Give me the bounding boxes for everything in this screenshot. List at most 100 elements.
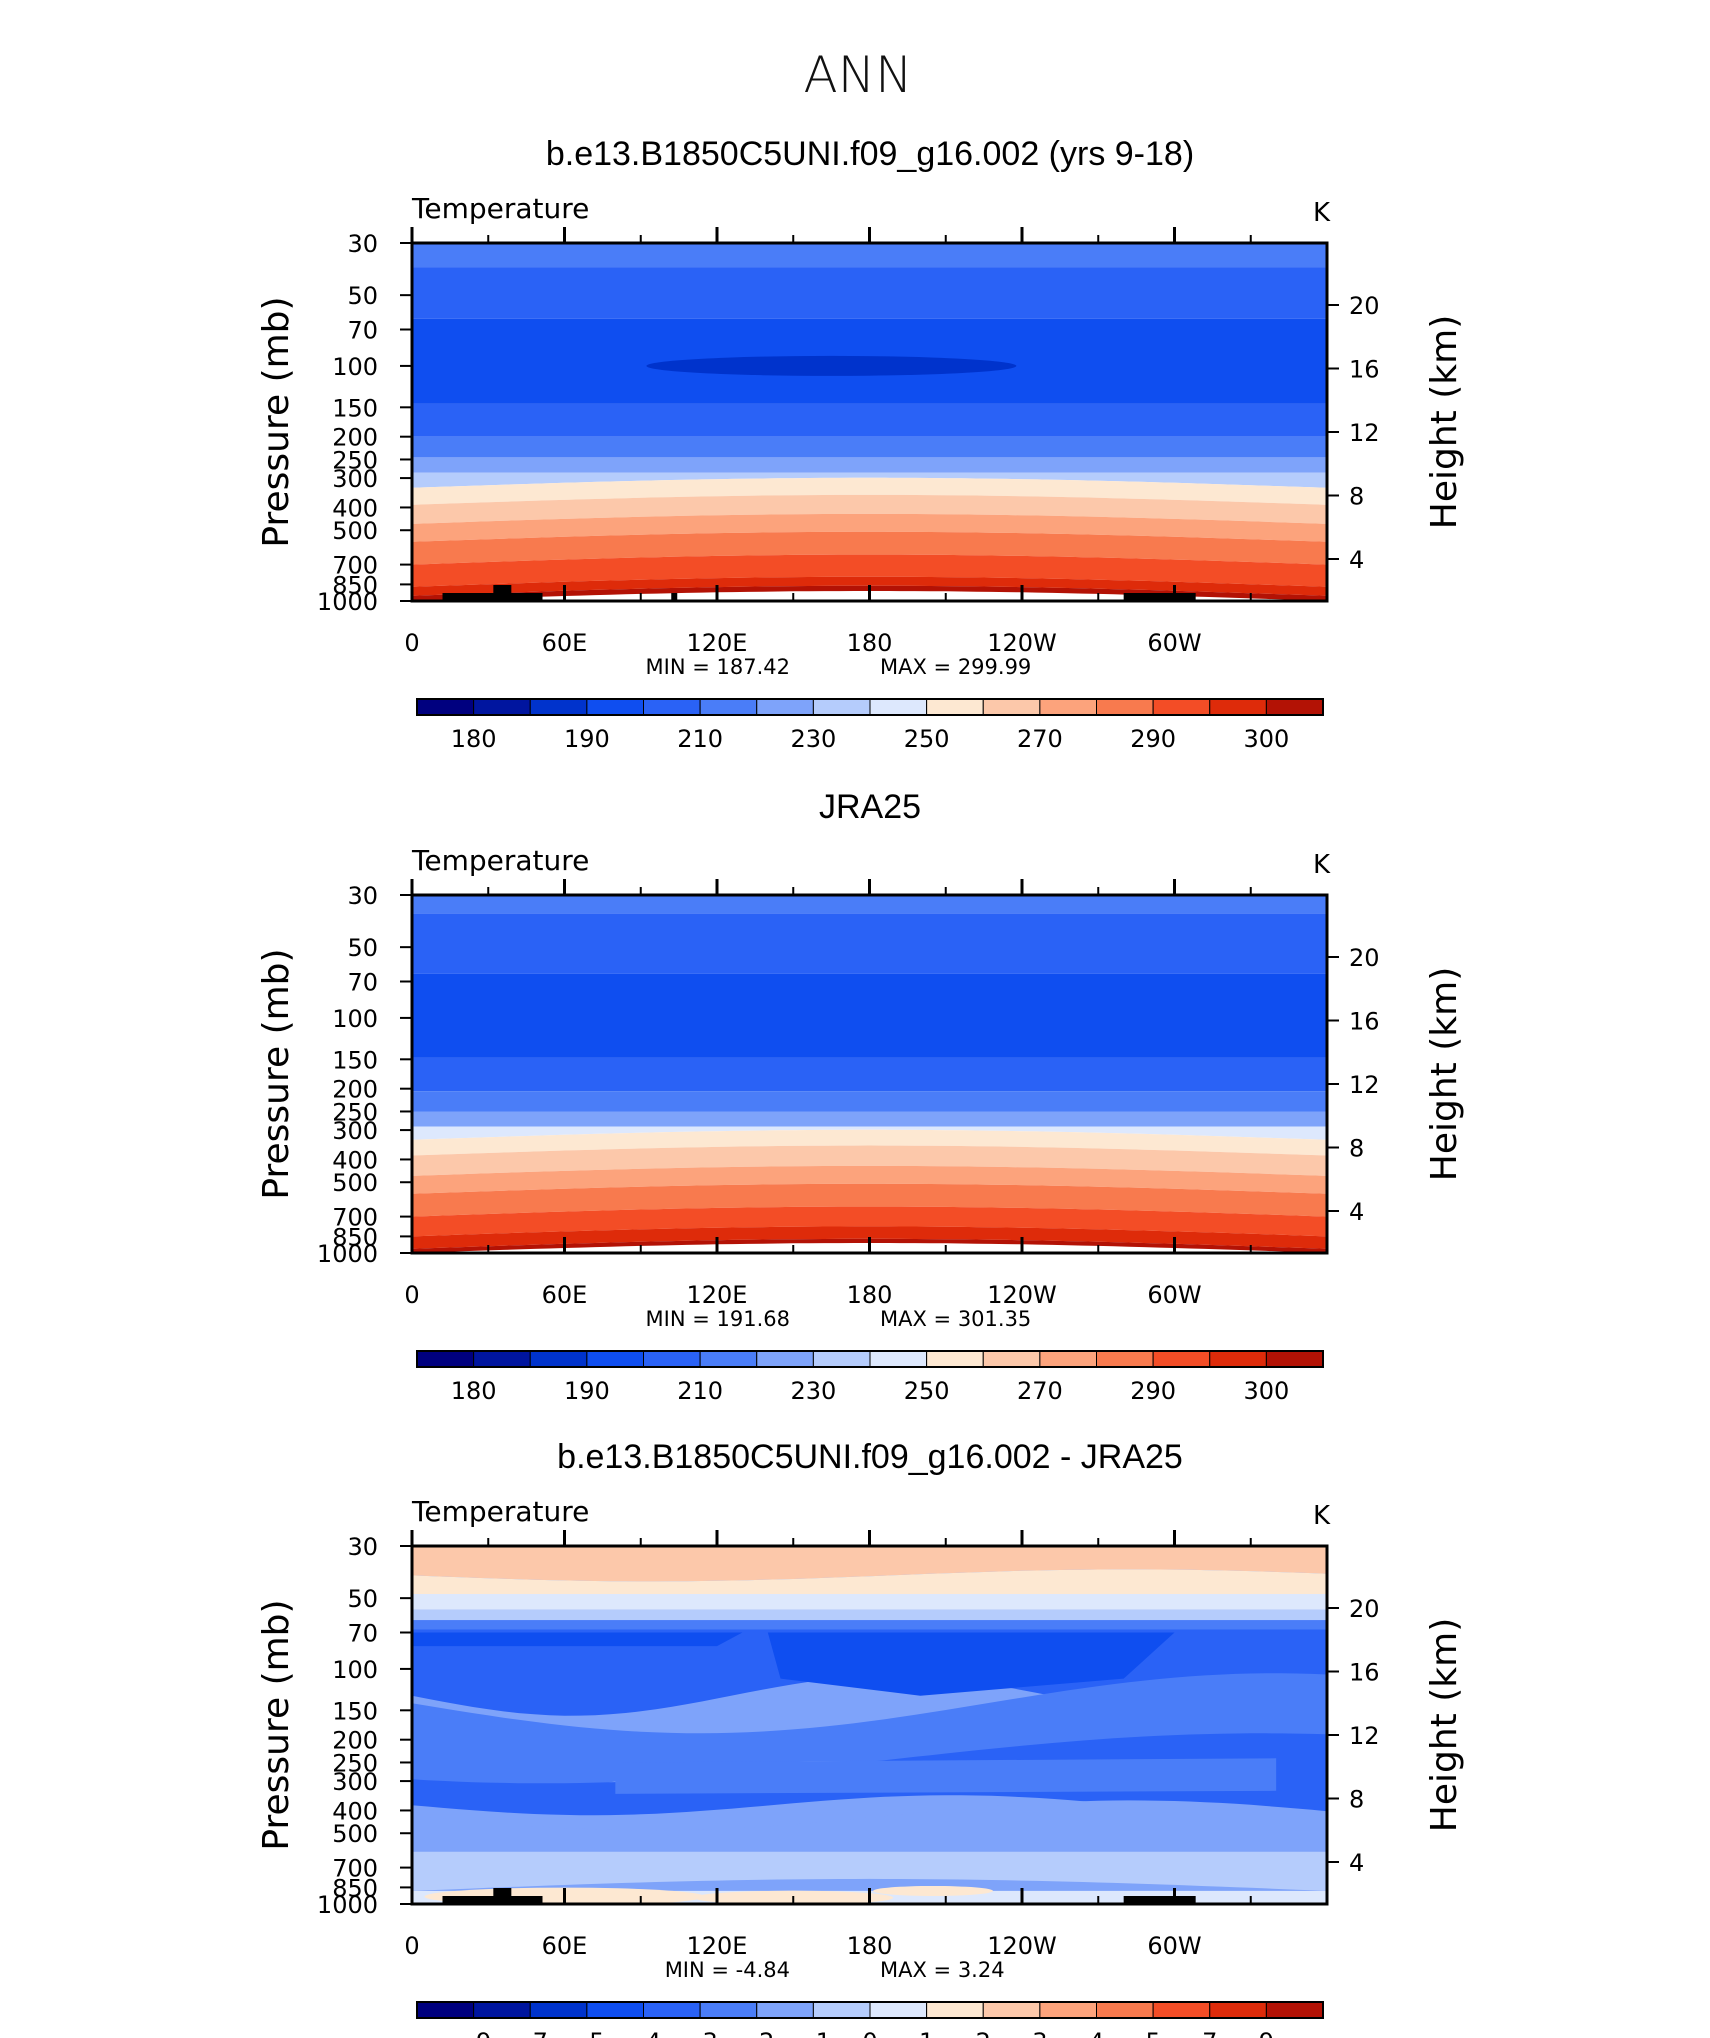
y-tick-label: 850 bbox=[332, 1223, 378, 1251]
y-tick-label: 70 bbox=[347, 317, 378, 345]
colorbar-label: 210 bbox=[677, 1377, 723, 1405]
y-right-tick-label: 4 bbox=[1349, 1198, 1364, 1226]
contour-band bbox=[412, 1183, 1327, 1217]
colorbar-label: −1 bbox=[796, 2028, 831, 2038]
y-tick-label: 850 bbox=[332, 1874, 378, 1902]
colorbar-box bbox=[812, 1350, 871, 1368]
y-right-tick-label: 12 bbox=[1349, 419, 1380, 447]
colorbar-box bbox=[1096, 2001, 1154, 2019]
contour-band bbox=[412, 1851, 1327, 1891]
units-label: K bbox=[1313, 1501, 1331, 1531]
contour-band bbox=[412, 576, 1327, 596]
y-axis-label: Pressure (mb) bbox=[256, 948, 297, 1199]
colorbar-label: −9 bbox=[456, 2028, 491, 2038]
x-tick-label: 60E bbox=[542, 1281, 588, 1309]
y-tick-label: 50 bbox=[347, 934, 378, 962]
colorbar-box bbox=[1265, 1350, 1324, 1368]
colorbar-box bbox=[812, 698, 871, 716]
y-tick-label: 70 bbox=[347, 1620, 378, 1648]
y-tick-label: 1000 bbox=[317, 1891, 378, 1919]
y-axis-label-right: Height (km) bbox=[1424, 315, 1465, 529]
min-label: MIN = 191.68 bbox=[646, 1307, 790, 1331]
terrain-mask bbox=[1123, 1896, 1196, 1904]
figure-title: ANN bbox=[803, 46, 912, 104]
contour-band bbox=[412, 1609, 1327, 1621]
x-tick-label: 60W bbox=[1147, 1932, 1201, 1960]
contour-band bbox=[412, 1569, 1327, 1594]
y-tick-label: 500 bbox=[332, 1169, 378, 1197]
contour-band bbox=[412, 1620, 1327, 1630]
x-tick-label: 120E bbox=[687, 1932, 748, 1960]
colorbar-box bbox=[869, 698, 928, 716]
colorbar-box bbox=[529, 1350, 588, 1368]
terrain-mask bbox=[671, 593, 678, 601]
x-tick-label: 120E bbox=[687, 629, 748, 657]
colorbar-box bbox=[416, 1350, 475, 1368]
chart-panel-3: b.e13.B1850C5UNI.f09_g16.002 - JRA25 0 60E… bbox=[256, 1438, 1465, 2038]
x-tick-label: 180 bbox=[847, 1932, 893, 1960]
contour-band bbox=[412, 531, 1327, 565]
y-tick-label: 250 bbox=[332, 1749, 378, 1777]
colorbar-frame bbox=[416, 698, 1324, 716]
y-tick-label: 500 bbox=[332, 517, 378, 545]
panel-title: JRA25 bbox=[819, 788, 921, 826]
x-tick-label: 60E bbox=[542, 629, 588, 657]
x-tick-label: 60W bbox=[1147, 629, 1201, 657]
colorbar-label: 290 bbox=[1130, 1377, 1176, 1405]
colorbar-label: 4 bbox=[1089, 2028, 1104, 2038]
y-right-tick-label: 20 bbox=[1349, 1595, 1380, 1623]
colorbar-box bbox=[1152, 2001, 1211, 2019]
variable-label: Temperature bbox=[411, 844, 589, 877]
contour-band bbox=[412, 1632, 743, 1647]
colorbar-box bbox=[586, 1350, 644, 1368]
colorbar-label: 290 bbox=[1130, 725, 1176, 753]
colorbar-box bbox=[1039, 2001, 1097, 2019]
contour-band bbox=[412, 494, 1327, 524]
terrain-mask bbox=[442, 593, 543, 601]
colorbar-label: −4 bbox=[626, 2028, 661, 2038]
y-right-tick-label: 8 bbox=[1349, 483, 1364, 511]
colorbar-box bbox=[643, 698, 701, 716]
contour-band bbox=[412, 1126, 1327, 1140]
colorbar-box bbox=[586, 2001, 644, 2019]
colorbar-label: 270 bbox=[1017, 1377, 1063, 1405]
x-tick-label: 0 bbox=[404, 1932, 419, 1960]
y-tick-label: 150 bbox=[332, 1046, 378, 1074]
colorbar-label: 300 bbox=[1243, 1377, 1289, 1405]
colorbar-box bbox=[416, 2001, 475, 2019]
y-tick-label: 30 bbox=[347, 882, 378, 910]
contour-band bbox=[412, 243, 1327, 268]
contour-band bbox=[412, 436, 1327, 458]
contour-band bbox=[412, 913, 1327, 974]
min-label: MIN = 187.42 bbox=[646, 655, 790, 679]
colorbar-label: 300 bbox=[1243, 725, 1289, 753]
y-tick-label: 400 bbox=[332, 494, 378, 522]
y-tick-label: 30 bbox=[347, 230, 378, 258]
contour-band bbox=[412, 1546, 1327, 1582]
variable-label: Temperature bbox=[411, 192, 589, 225]
contour-band bbox=[412, 1091, 1327, 1112]
colorbar-label: 0 bbox=[862, 2028, 877, 2038]
contour-band bbox=[412, 1111, 1327, 1127]
colorbar-box bbox=[1209, 1350, 1267, 1368]
y-right-tick-label: 8 bbox=[1349, 1786, 1364, 1814]
contour-band bbox=[412, 1238, 1327, 1253]
units-label: K bbox=[1313, 850, 1331, 880]
x-tick-label: 120W bbox=[987, 629, 1057, 657]
colorbar-box bbox=[1209, 2001, 1267, 2019]
colorbar-box bbox=[982, 698, 1041, 716]
colorbar-label: 190 bbox=[564, 725, 610, 753]
y-tick-label: 30 bbox=[347, 1533, 378, 1561]
contour-band bbox=[412, 973, 1327, 1058]
colorbar-box bbox=[586, 698, 644, 716]
colorbar-label: 210 bbox=[677, 725, 723, 753]
colorbar-box bbox=[699, 2001, 758, 2019]
colorbar-box bbox=[416, 698, 475, 716]
x-tick-label: 0 bbox=[404, 1281, 419, 1309]
chart-panel-1: b.e13.B1850C5UNI.f09_g16.002 (yrs 9-18) 0… bbox=[256, 135, 1465, 753]
y-right-tick-label: 20 bbox=[1349, 292, 1380, 320]
colorbar-box bbox=[1152, 698, 1211, 716]
y-axis-label: Pressure (mb) bbox=[256, 1599, 297, 1850]
